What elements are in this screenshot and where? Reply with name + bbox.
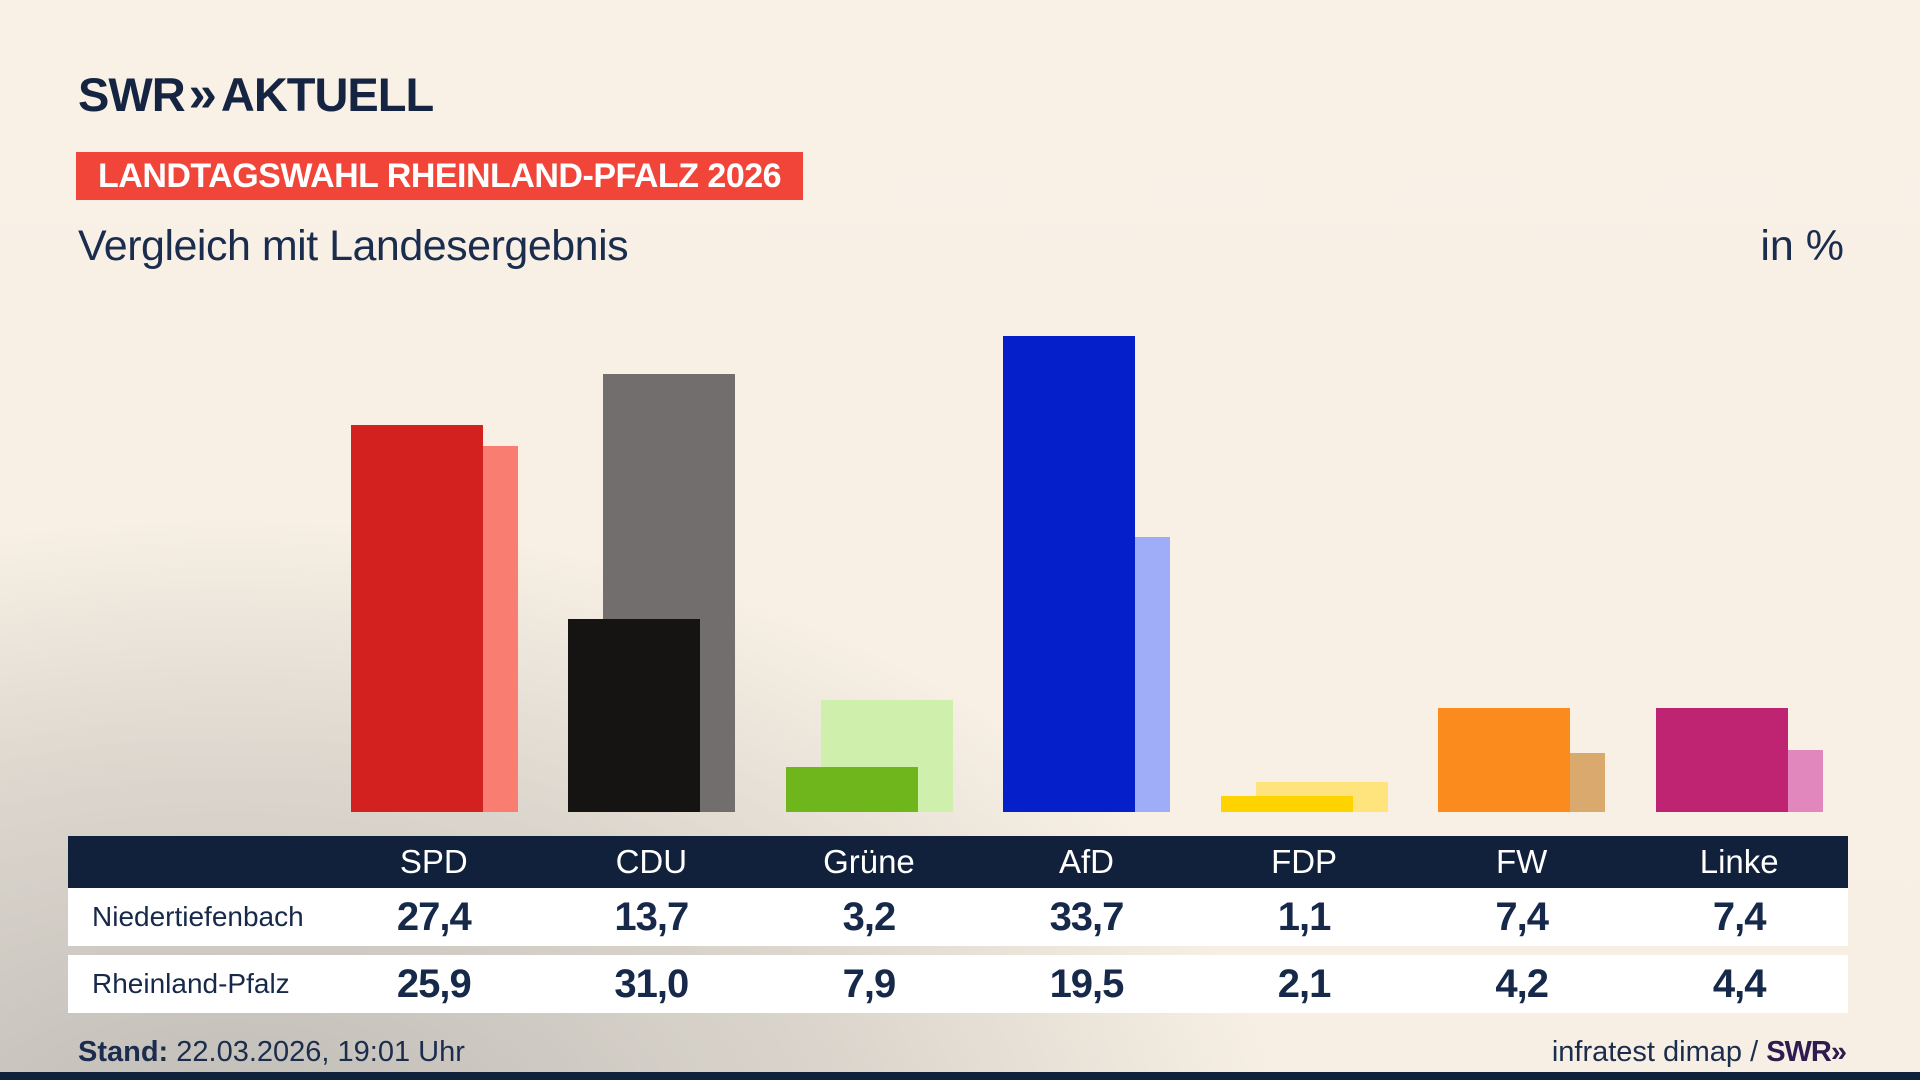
bar-grune-front: [785, 767, 918, 812]
swr-aktuell-logo: SWR» AKTUELL: [78, 64, 434, 123]
table-value-grune-rheinlandpfalz: 7,9: [842, 961, 897, 1006]
timestamp: Stand: 22.03.2026, 19:01 Uhr: [78, 1036, 465, 1069]
source-swr-logo: SWR»: [1766, 1036, 1847, 1068]
chart-title: Vergleich mit Landesergebnis: [78, 222, 629, 270]
table-header-cell-grune: Grüne: [823, 843, 915, 880]
table-value-fw-niedertiefenbach: 7,4: [1495, 894, 1549, 939]
title-row: Vergleich mit Landesergebnis in %: [78, 222, 1844, 274]
table-header-cell-afd: AfD: [1058, 843, 1114, 880]
table-value-fdp-rheinlandpfalz: 2,1: [1277, 961, 1332, 1006]
source-prefix: infratest dimap /: [1551, 1036, 1767, 1068]
logo-aktuell-text: AKTUELL: [220, 68, 434, 121]
bottom-accent-bar: [0, 1072, 1920, 1080]
table-header-row: SPD CDU Grüne AfD FDP FW Linke: [68, 836, 1848, 888]
bar-linke-front: [1655, 708, 1788, 812]
stand-value: 22.03.2026, 19:01 Uhr: [176, 1036, 465, 1068]
results-table: SPD CDU Grüne AfD FDP FW Linke Niedertiefenbac…: [68, 836, 1848, 1013]
table-header-cell-fw: FW: [1495, 843, 1548, 880]
table-value-spd-rheinlandpfalz: 25,9: [396, 961, 472, 1006]
bar-cdu-front: [568, 619, 700, 812]
row-label: Rheinland-Pfalz: [92, 968, 290, 999]
source-credit: infratest dimap / SWR»: [1551, 1036, 1847, 1069]
table-value-grune-niedertiefenbach: 3,2: [842, 894, 897, 939]
table-value-afd-niedertiefenbach: 33,7: [1049, 894, 1125, 939]
table-value-fdp-niedertiefenbach: 1,1: [1277, 894, 1332, 939]
table-value-linke-niedertiefenbach: 7,4: [1712, 894, 1767, 939]
row-label: Niedertiefenbach: [92, 901, 304, 932]
table-row-rheinlandpfalz: Rheinland-Pfalz 25,9 31,0 7,9 19,5 2,1 4,2 4,4: [68, 955, 1848, 1013]
source-chevron-icon: »: [1830, 1036, 1847, 1068]
bar-afd-front: [1003, 336, 1135, 812]
table-value-fw-rheinlandpfalz: 4,2: [1495, 961, 1549, 1006]
footer: Stand: 22.03.2026, 19:01 Uhr infratest d…: [78, 1036, 1847, 1072]
logo-swr-text: SWR: [78, 68, 186, 121]
table-header-cell-spd: SPD: [399, 843, 468, 880]
table-header-cell-cdu: CDU: [615, 843, 688, 880]
table-value-afd-rheinlandpfalz: 19,5: [1049, 961, 1125, 1006]
election-banner: LANDTAGSWAHL RHEINLAND-PFALZ 2026: [76, 152, 804, 200]
double-chevron-icon: »: [188, 65, 217, 122]
stand-label: Stand:: [78, 1036, 169, 1068]
table-value-cdu-niedertiefenbach: 13,7: [614, 894, 689, 939]
table-value-cdu-rheinlandpfalz: 31,0: [614, 961, 689, 1006]
bar-spd-front: [350, 425, 483, 812]
table-row-niedertiefenbach: Niedertiefenbach 27,4 13,7 3,2 33,7 1,1 7,4 7,4: [68, 888, 1848, 946]
table-value-spd-niedertiefenbach: 27,4: [396, 894, 472, 939]
bar-fw-front: [1438, 708, 1570, 812]
bar-fdp-front: [1220, 796, 1353, 812]
table-value-linke-rheinlandpfalz: 4,4: [1712, 961, 1767, 1006]
unit-label: in %: [1760, 222, 1844, 270]
table-header-cell-linke: Linke: [1699, 843, 1779, 880]
table-header-cell-fdp: FDP: [1271, 843, 1338, 880]
